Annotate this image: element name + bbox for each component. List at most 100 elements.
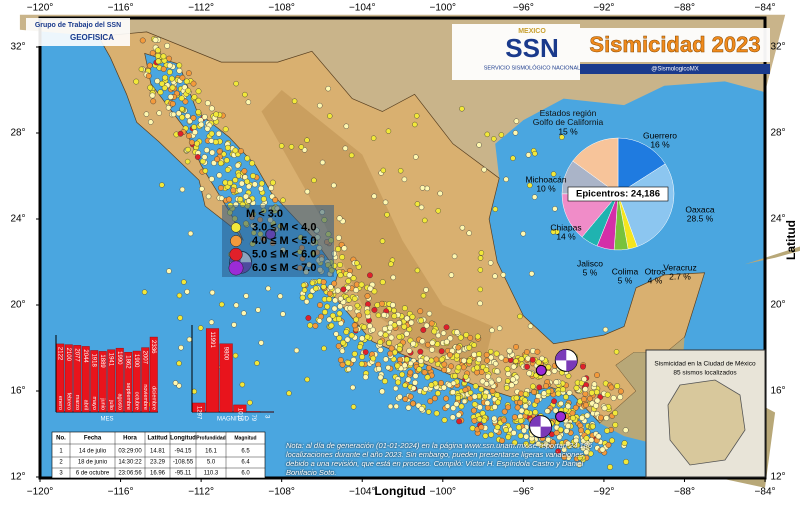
epicenter	[524, 410, 529, 415]
epicenter	[311, 178, 316, 183]
epicenter	[268, 185, 273, 190]
epicenter	[317, 318, 322, 323]
epicenter	[408, 361, 413, 366]
pie-slice-label: 4 %	[648, 275, 663, 285]
epicenter	[226, 197, 231, 202]
hist-value: 1990	[116, 351, 122, 365]
epicenter	[472, 343, 477, 348]
epicenter	[177, 68, 182, 73]
y-tick-label-right: 20°	[770, 300, 785, 311]
epicenter	[327, 114, 332, 119]
epicenter	[410, 314, 415, 319]
epicenter	[594, 390, 599, 395]
epicenter	[167, 63, 172, 68]
epicenter	[313, 323, 318, 328]
epicenter	[224, 158, 229, 163]
epicenter	[611, 395, 616, 400]
epicenter	[416, 367, 421, 372]
epicenter	[372, 307, 377, 312]
y-tick-label-right: 32°	[770, 42, 785, 53]
epicenter	[492, 404, 497, 409]
epicenter	[514, 119, 519, 124]
epicenter	[477, 142, 482, 147]
epicenter	[381, 168, 386, 173]
x-tick-label: −120°	[27, 487, 54, 498]
y-tick-label-right: 28°	[770, 128, 785, 139]
epicenter	[142, 290, 147, 295]
legend-swatch	[229, 261, 243, 275]
epicenter	[232, 322, 237, 327]
epicenter	[512, 414, 517, 419]
epicenter	[156, 59, 161, 64]
epicenter	[234, 81, 239, 86]
epicenter	[250, 173, 255, 178]
title: Sismicidad 2023	[589, 32, 760, 57]
epicenter	[166, 105, 171, 110]
epicenter	[326, 86, 331, 91]
epicenter	[354, 261, 359, 266]
epicenter	[578, 423, 583, 428]
x-tick-label-top: −88°	[674, 3, 695, 14]
epicenter	[133, 79, 138, 84]
epicenter	[391, 275, 396, 280]
epicenter	[185, 159, 190, 164]
epicenter	[615, 383, 620, 388]
epicenter	[392, 308, 397, 313]
epicenter	[306, 315, 311, 320]
x-tick-label: −96°	[513, 487, 534, 498]
epicenter	[609, 385, 614, 390]
epicenter	[348, 306, 353, 311]
hist-value: 1889	[99, 354, 105, 368]
epicenter	[452, 254, 457, 259]
epicenter	[493, 361, 498, 366]
legend-label: M < 3.0	[246, 208, 283, 220]
table-header: No.	[56, 436, 66, 442]
x-tick-label-top: −116°	[108, 3, 134, 14]
epicenter	[324, 304, 329, 309]
epicenter	[444, 339, 449, 344]
epicenter	[451, 381, 456, 386]
epicenter	[598, 415, 603, 420]
epicenter	[492, 274, 497, 279]
epicenter	[566, 423, 571, 428]
epicenter	[188, 231, 193, 236]
epicenter	[383, 332, 388, 337]
epicenter	[333, 298, 338, 303]
epicenter	[425, 375, 430, 380]
major-epicenter	[536, 365, 546, 375]
epicenter	[501, 272, 506, 277]
y-axis-title: Latitud	[784, 220, 798, 260]
epicenter	[499, 355, 504, 360]
x-tick-label: −100°	[430, 487, 457, 498]
hist-value: 9800	[223, 347, 229, 361]
epicenter	[432, 396, 437, 401]
epicenter	[581, 396, 586, 401]
hist-value: 2122	[57, 347, 63, 361]
legend-swatch	[231, 223, 241, 233]
epicenter	[455, 395, 460, 400]
epicenter	[510, 377, 515, 382]
epicenter	[463, 374, 468, 379]
x-tick-label-top: −96°	[513, 3, 534, 14]
epicenter	[161, 66, 166, 71]
epicenter	[418, 349, 423, 354]
epicenter	[513, 359, 518, 364]
epicenter	[170, 101, 175, 106]
epicenter	[218, 160, 223, 165]
epicenter	[507, 348, 512, 353]
epicenter	[442, 367, 447, 372]
epicenter	[157, 111, 162, 116]
epicenter	[388, 325, 393, 330]
epicenter	[280, 312, 285, 317]
epicenter	[596, 434, 601, 439]
epicenter	[415, 268, 420, 273]
epicenter	[556, 391, 561, 396]
x-tick-label-top: −108°	[268, 3, 295, 14]
epicenter	[378, 331, 383, 336]
epicenter	[426, 409, 431, 414]
epicenter	[397, 394, 402, 399]
epicenter	[456, 365, 461, 370]
epicenter	[252, 182, 257, 187]
